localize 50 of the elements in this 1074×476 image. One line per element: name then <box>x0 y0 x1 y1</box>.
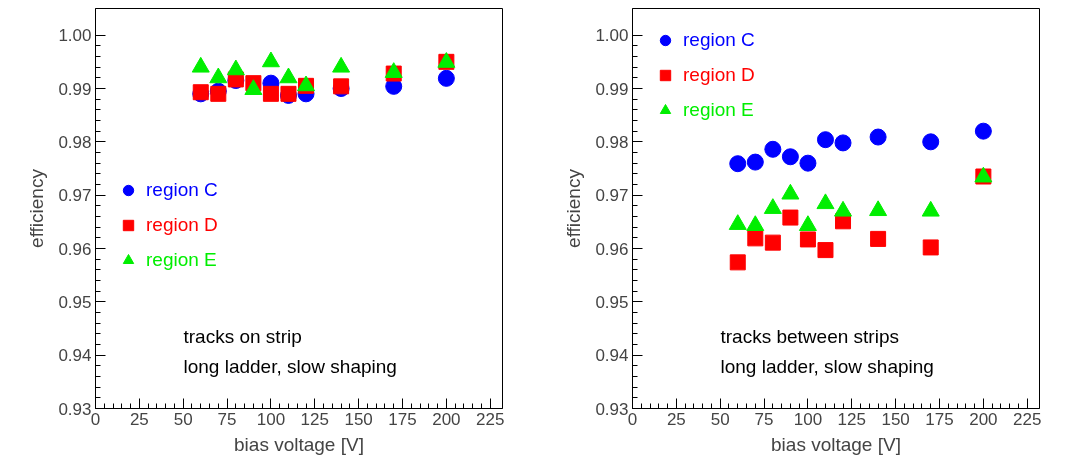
x-tick-label: 150 <box>881 409 910 429</box>
legend-label: region E <box>146 249 217 271</box>
y-tick-label: 0.97 <box>58 186 92 206</box>
x-axis-title: bias voltage [V] <box>234 433 364 455</box>
x-tick-label: 150 <box>344 409 373 429</box>
x-tick-label: 50 <box>710 409 730 429</box>
x-tick-label: 175 <box>925 409 954 429</box>
y-tick-label: 0.94 <box>595 346 629 366</box>
y-tick-label: 0.93 <box>58 399 92 419</box>
legend-label: region D <box>146 214 218 236</box>
y-tick-label: 0.98 <box>58 132 92 152</box>
annotation: long ladder, slow shaping <box>183 355 397 377</box>
x-tick-label: 50 <box>173 409 193 429</box>
legend-label: region D <box>683 64 755 86</box>
x-tick-label: 200 <box>969 409 998 429</box>
legend-label: region C <box>146 179 218 201</box>
y-tick-label: 0.95 <box>58 292 92 312</box>
x-tick-label: 125 <box>300 409 329 429</box>
x-tick-label: 200 <box>432 409 461 429</box>
y-tick-label: 0.98 <box>595 132 629 152</box>
x-tick-label: 25 <box>666 409 686 429</box>
y-tick-label: 0.96 <box>58 239 92 259</box>
x-tick-label: 125 <box>837 409 866 429</box>
annotation: tracks on strip <box>183 325 302 347</box>
x-tick-label: 25 <box>129 409 149 429</box>
y-tick-label: 0.95 <box>595 292 629 312</box>
x-tick-label: 0 <box>90 409 101 429</box>
legend-label: region E <box>683 99 754 121</box>
y-tick-label: 0.99 <box>58 79 92 99</box>
y-tick-label: 0.97 <box>595 186 629 206</box>
x-axis-title: bias voltage [V] <box>771 433 901 455</box>
x-tick-label: 100 <box>256 409 286 429</box>
x-tick-label: 75 <box>217 409 237 429</box>
y-axis-title: efficiency <box>26 168 48 248</box>
legend-label: region C <box>683 29 755 51</box>
annotation: tracks between strips <box>720 325 899 347</box>
y-tick-label: 0.99 <box>595 79 629 99</box>
y-tick-label: 0.93 <box>595 399 629 419</box>
y-axis-title: efficiency <box>563 168 585 248</box>
y-tick-label: 0.96 <box>595 239 629 259</box>
x-tick-label: 175 <box>388 409 417 429</box>
y-tick-label: 1.00 <box>58 26 92 46</box>
x-tick-label: 75 <box>754 409 774 429</box>
annotation: long ladder, slow shaping <box>720 355 934 377</box>
x-tick-label: 225 <box>476 409 505 429</box>
x-tick-label: 0 <box>627 409 638 429</box>
x-tick-label: 225 <box>1013 409 1042 429</box>
x-tick-label: 100 <box>793 409 823 429</box>
y-tick-label: 0.94 <box>58 346 92 366</box>
y-tick-label: 1.00 <box>595 26 629 46</box>
